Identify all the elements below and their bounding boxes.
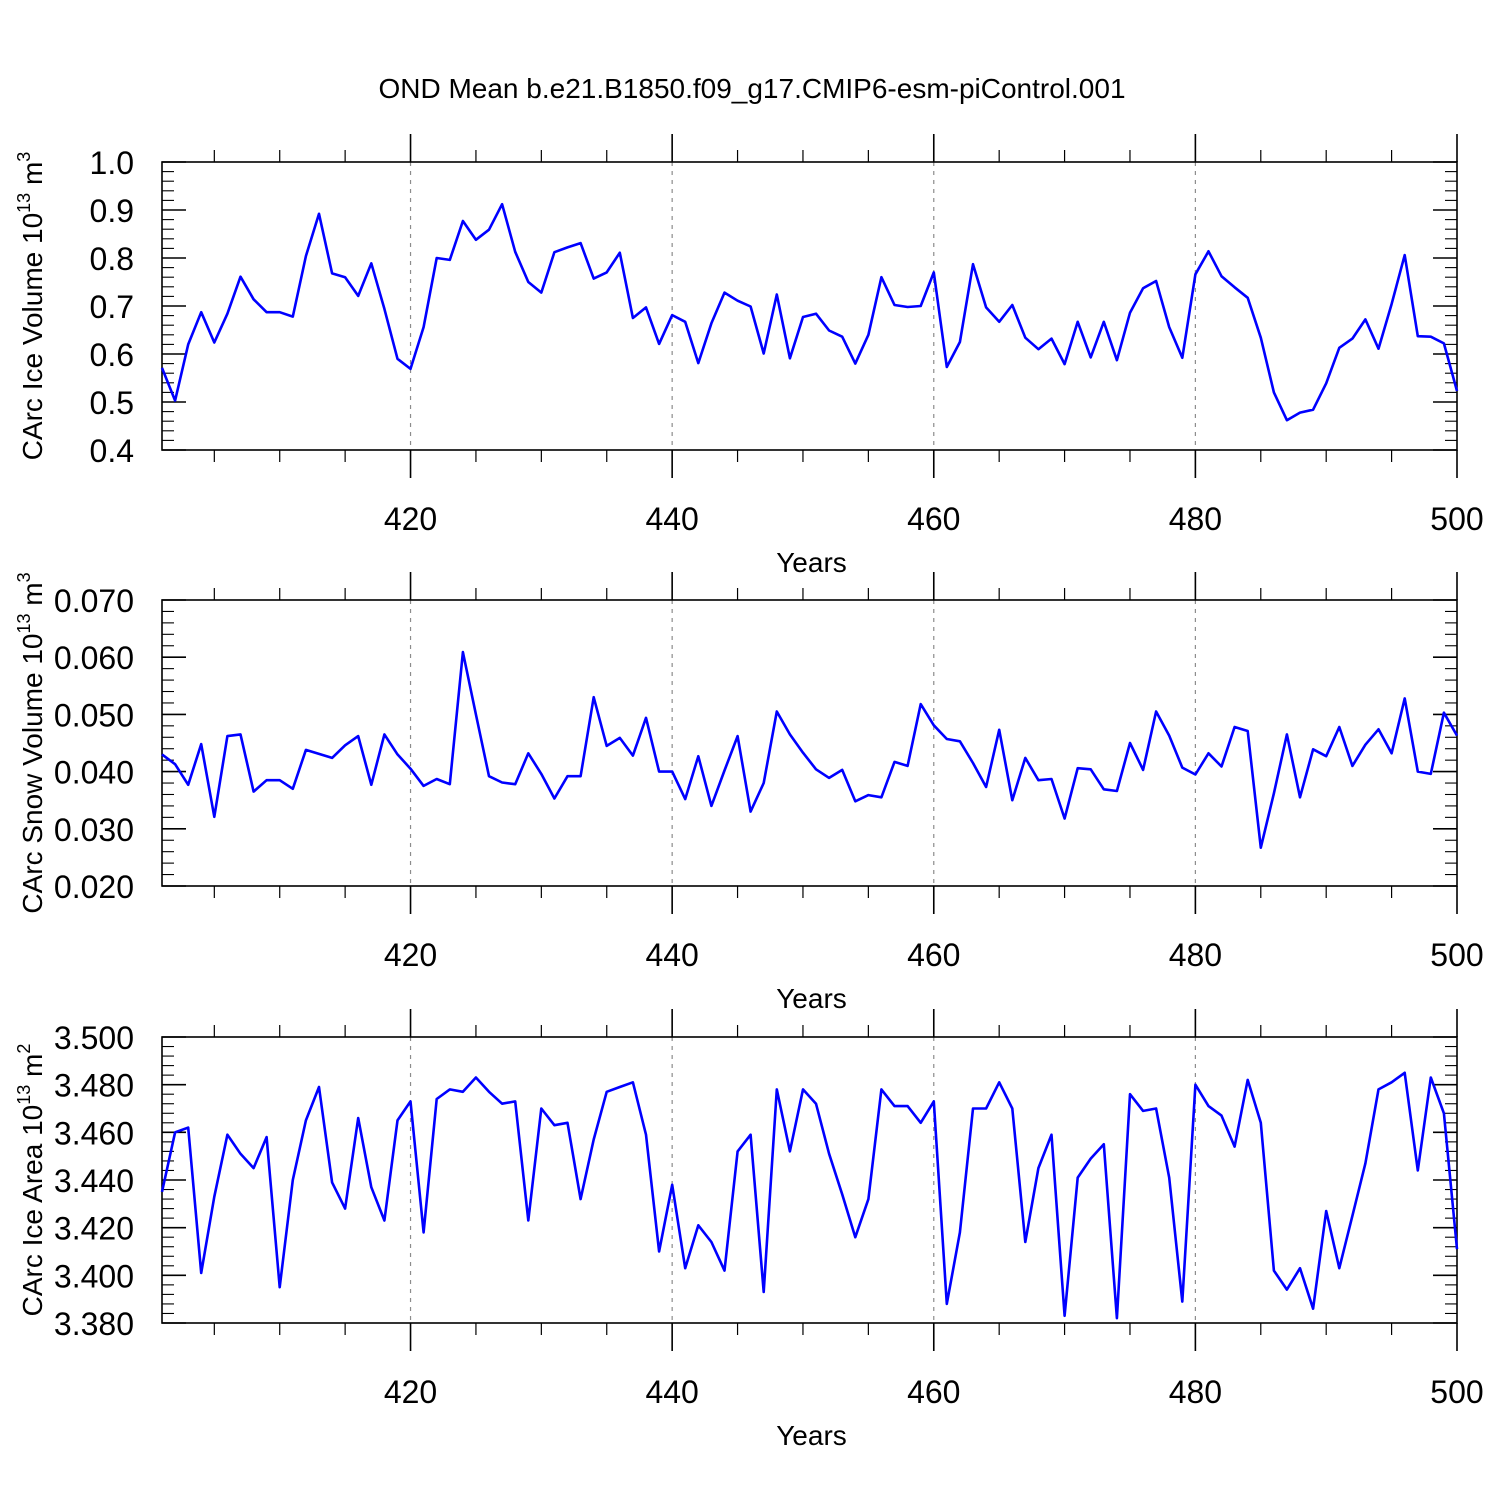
y-tick-label: 0.060: [54, 640, 134, 676]
y-axis-label-text: m: [17, 582, 48, 613]
x-tick-label: 480: [1169, 1374, 1222, 1410]
y-tick-label: 0.8: [90, 241, 134, 277]
y-tick-label: 0.070: [54, 583, 134, 619]
x-axis-label: Years: [776, 1420, 847, 1451]
x-tick-label: 480: [1169, 937, 1222, 973]
x-tick-label: 440: [645, 501, 698, 537]
y-axis-label-exponent: 13: [14, 613, 34, 633]
series-line: [160, 1071, 1459, 1320]
x-axis-label: Years: [776, 983, 847, 1014]
y-tick-label: 3.460: [54, 1115, 134, 1151]
x-tick-label: 440: [645, 937, 698, 973]
plot-frame: [161, 161, 1458, 451]
x-tick-label: 500: [1430, 1374, 1483, 1410]
series-line: [160, 202, 1459, 422]
x-axis-label: Years: [776, 547, 847, 578]
y-axis-label-text: m: [17, 162, 48, 193]
y-tick-label: 0.040: [54, 755, 134, 791]
y-tick-label: 3.440: [54, 1163, 134, 1199]
x-tick-label: 500: [1430, 501, 1483, 537]
y-tick-label: 0.050: [54, 697, 134, 733]
y-axis-label-text: m: [17, 1054, 48, 1085]
series-line: [161, 650, 1459, 850]
y-axis-label-text: CArc Snow Volume 10: [17, 634, 48, 914]
y-tick-label: 3.500: [54, 1020, 134, 1056]
y-tick-label: 0.030: [54, 812, 134, 848]
y-tick-label: 0.5: [90, 385, 134, 421]
x-tick-label: 480: [1169, 501, 1222, 537]
x-tick-label: 500: [1430, 937, 1483, 973]
y-tick-label: 0.9: [90, 193, 134, 229]
panel-snow-volume: 420 440 460 480 500 0.020 0.030 0.040 0.050 0.060…: [14, 572, 1484, 1014]
panel-ice-area: 420 440 460 480 500 3.380 3.400 3.420 3.440 3.460…: [14, 1009, 1484, 1451]
panel-ice-volume: 420 440 460 480 500 0.4 0.5 0.6 0.7 0.8 0.9 1.0 Year…: [14, 134, 1484, 578]
y-axis-label-exponent: 13: [14, 1085, 34, 1105]
y-tick-label: 0.4: [90, 433, 134, 469]
y-axis-label: CArc Ice Volume 1013 m3: [14, 152, 48, 461]
x-tick-label: 420: [384, 1374, 437, 1410]
y-tick-label: 3.420: [54, 1211, 134, 1247]
y-tick-label: 1.0: [90, 145, 134, 181]
y-axis-label: CArc Ice Area 1013 m2: [14, 1044, 48, 1317]
figure-title: OND Mean b.e21.B1850.f09_g17.CMIP6-esm-p…: [378, 73, 1125, 104]
y-tick-label: 0.020: [54, 869, 134, 905]
x-tick-label: 420: [384, 501, 437, 537]
x-tick-label: 420: [384, 937, 437, 973]
y-axis-label-text: CArc Ice Volume 10: [17, 213, 48, 460]
plot-frame: [161, 599, 1458, 887]
x-tick-label: 440: [645, 1374, 698, 1410]
y-tick-label: 3.380: [54, 1306, 134, 1342]
y-axis-label-exponent: 2: [14, 1044, 34, 1054]
y-axis-label: CArc Snow Volume 1013 m3: [14, 572, 48, 913]
x-tick-label: 460: [907, 937, 960, 973]
y-tick-label: 3.480: [54, 1068, 134, 1104]
y-axis-label-exponent: 13: [14, 193, 34, 213]
plot-frame: [161, 1036, 1458, 1324]
y-axis-label-exponent: 3: [14, 572, 34, 582]
y-tick-label: 0.7: [90, 289, 134, 325]
y-tick-label: 0.6: [90, 337, 134, 373]
y-axis-label-text: CArc Ice Area 10: [17, 1105, 48, 1317]
x-tick-label: 460: [907, 1374, 960, 1410]
y-tick-label: 3.400: [54, 1258, 134, 1294]
x-tick-label: 460: [907, 501, 960, 537]
y-axis-label-exponent: 3: [14, 152, 34, 162]
